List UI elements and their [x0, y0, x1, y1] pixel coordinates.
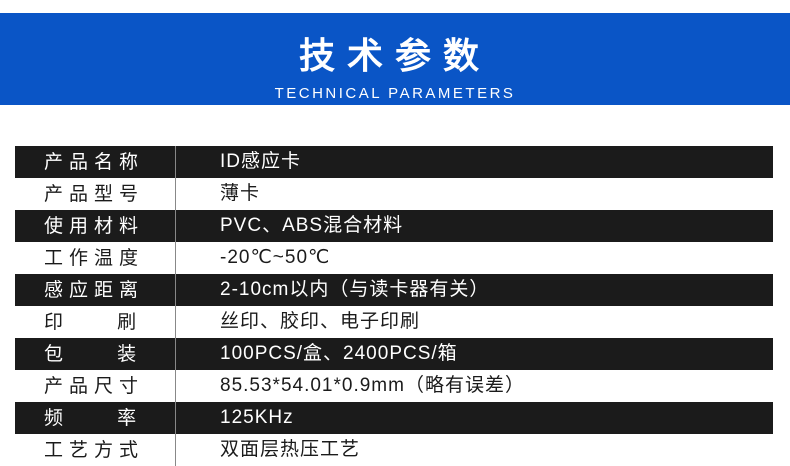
spec-label: 工作温度	[15, 242, 176, 274]
spec-label: 产品型号	[15, 178, 176, 210]
spec-label: 产品尺寸	[15, 370, 176, 402]
spec-row: 印 刷 丝印、胶印、电子印刷	[15, 306, 773, 338]
spec-row: 频 率 125KHz	[15, 402, 773, 434]
spec-row: 感应距离 2-10cm以内（与读卡器有关）	[15, 274, 773, 306]
spec-value: 丝印、胶印、电子印刷	[220, 311, 421, 332]
spec-label: 感应距离	[15, 274, 176, 306]
spec-value: 100PCS/盒、2400PCS/箱	[220, 343, 458, 364]
spec-label: 工艺方式	[15, 434, 176, 466]
spec-row: 使用材料 PVC、ABS混合材料	[15, 210, 773, 242]
spec-value: 双面层热压工艺	[220, 439, 361, 460]
spec-table: 产品名称 ID感应卡产品型号 薄卡使用材料 PVC、ABS混合材料工作温度 -20℃~5…	[15, 146, 773, 466]
spec-label: 频 率	[15, 402, 176, 434]
spec-row: 产品尺寸 85.53*54.01*0.9mm（略有误差）	[15, 370, 773, 402]
spec-row: 工作温度 -20℃~50℃	[15, 242, 773, 274]
spec-value: 125KHz	[220, 407, 294, 428]
page-subtitle: TECHNICAL PARAMETERS	[274, 85, 516, 102]
spec-row: 工艺方式 双面层热压工艺	[15, 434, 773, 466]
spec-value: ID感应卡	[220, 151, 302, 172]
spec-value: 薄卡	[220, 183, 261, 204]
spec-row: 包 装 100PCS/盒、2400PCS/箱	[15, 338, 773, 370]
spec-value: 85.53*54.01*0.9mm（略有误差）	[220, 375, 525, 396]
spec-label: 印 刷	[15, 306, 176, 338]
spec-row: 产品名称 ID感应卡	[15, 146, 773, 178]
page-title: 技术参数	[298, 36, 491, 77]
spec-value: 2-10cm以内（与读卡器有关）	[220, 279, 490, 300]
header-banner: 技术参数 TECHNICAL PARAMETERS	[0, 13, 790, 105]
spec-value: -20℃~50℃	[220, 247, 331, 268]
spec-value: PVC、ABS混合材料	[220, 215, 404, 236]
spec-label: 包 装	[15, 338, 176, 370]
spec-label: 产品名称	[15, 146, 176, 178]
spec-label: 使用材料	[15, 210, 176, 242]
spec-row: 产品型号 薄卡	[15, 178, 773, 210]
